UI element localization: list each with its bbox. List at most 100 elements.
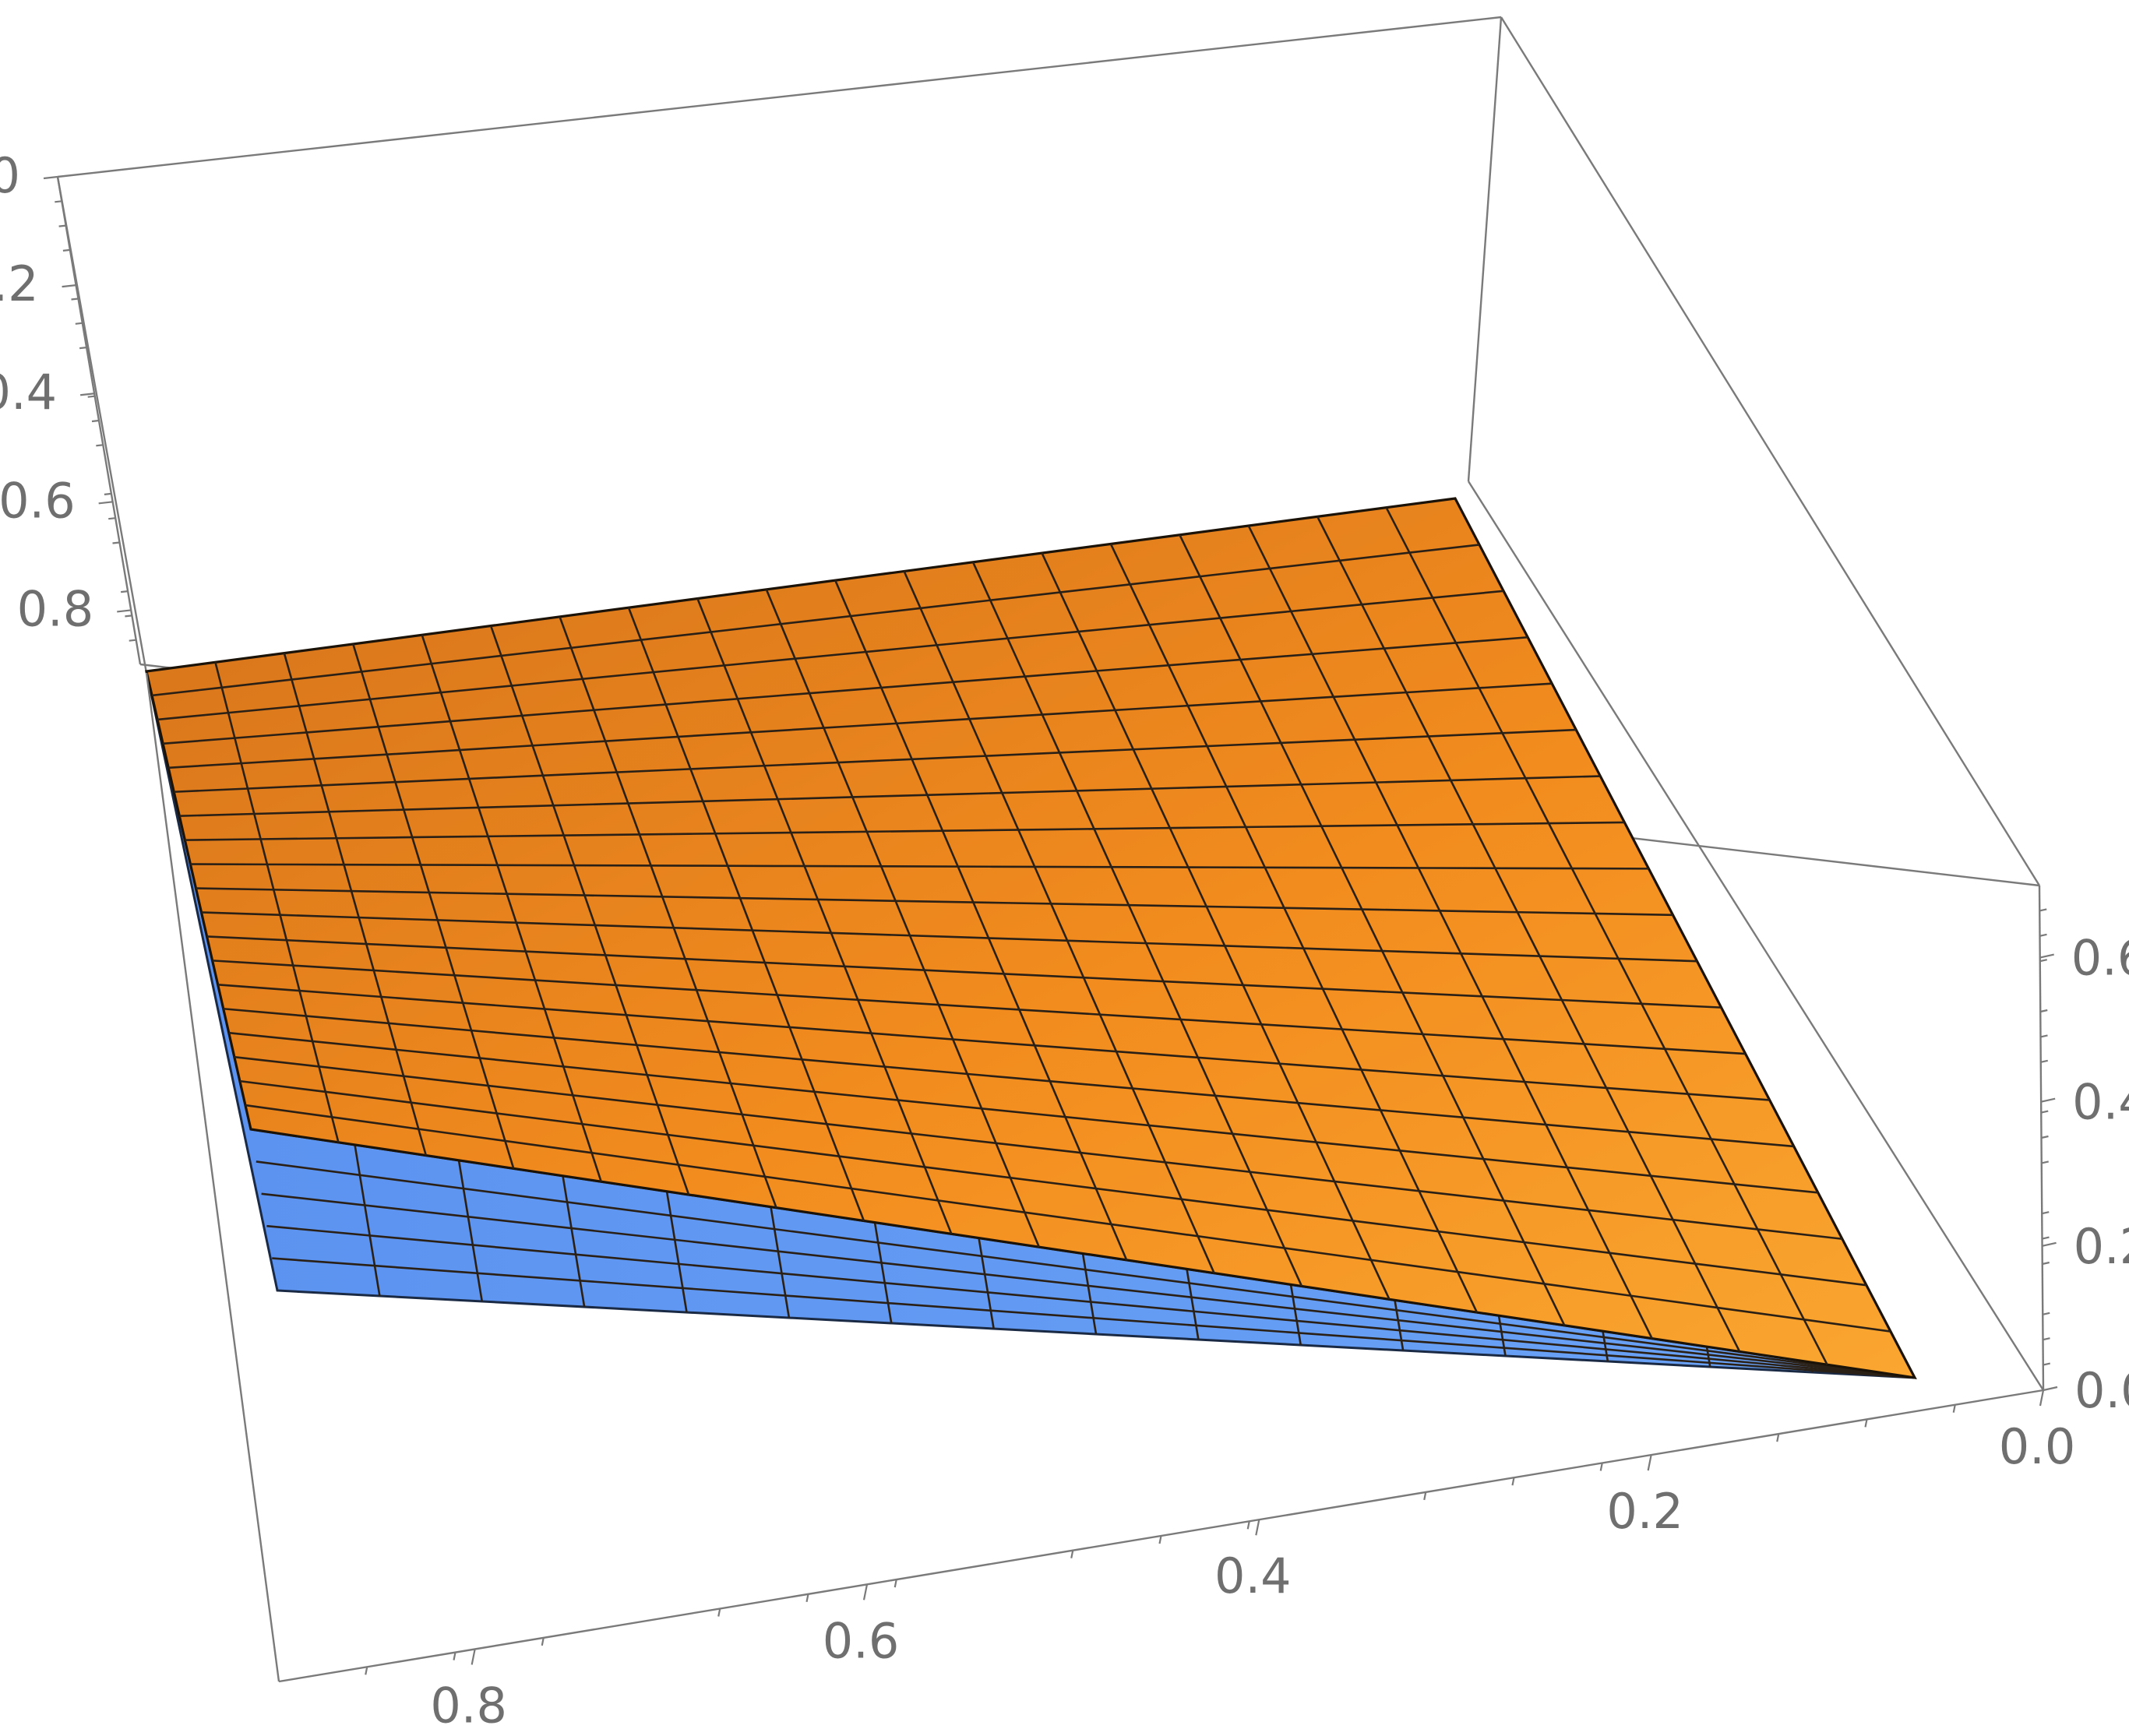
z-tick — [2040, 1097, 2056, 1103]
box-edge — [145, 672, 280, 1682]
orange-mesh-line — [245, 1104, 1891, 1333]
orange-mesh-line — [352, 643, 515, 1169]
orange-mesh-line — [214, 661, 340, 1143]
z-minor-tick — [2042, 1236, 2050, 1240]
y-axis: 0.0 0.2 0.4 0.6 0.8 — [0, 147, 136, 642]
y-minor-tick — [62, 248, 71, 252]
x-tick-label: 0.6 — [823, 1612, 900, 1669]
orange-mesh-line — [196, 887, 1673, 917]
orange-mesh-line — [212, 960, 1746, 1055]
y-tick — [98, 501, 113, 505]
blue-mesh-line — [272, 1257, 1916, 1379]
x-minor-tick — [1776, 1433, 1780, 1442]
y-minor-tick — [87, 395, 95, 398]
x-minor-tick — [1158, 1535, 1162, 1544]
z-minor-tick — [2043, 1362, 2050, 1366]
z-minor-tick — [2042, 1211, 2050, 1215]
z-tick — [2039, 953, 2054, 959]
y-minor-tick — [75, 322, 83, 325]
orange-mesh-line — [559, 616, 777, 1209]
y-tick-label: 0.2 — [0, 255, 39, 312]
x-tick — [1255, 1519, 1260, 1536]
y-minor-tick — [58, 224, 66, 227]
orange-mesh-line — [217, 984, 1770, 1101]
orange-mesh-line — [228, 1031, 1818, 1194]
y-minor-tick — [104, 492, 112, 495]
x-axis: 0.0 0.2 0.4 0.6 0.8 — [365, 1389, 2076, 1734]
blue-mesh-line — [1081, 1253, 1098, 1335]
x-tick — [1647, 1454, 1652, 1471]
x-minor-tick — [1511, 1477, 1515, 1486]
box-edge — [57, 16, 1502, 178]
z-axis-tick-marks — [2039, 908, 2058, 1392]
orange-mesh-line — [168, 682, 1553, 769]
orange-mesh-line — [627, 607, 865, 1221]
y-tick-label: 0.6 — [0, 472, 76, 529]
z-minor-tick — [2039, 933, 2047, 937]
orange-mesh-line — [206, 935, 1722, 1009]
x-minor-tick — [1864, 1419, 1868, 1428]
box-edge — [1467, 16, 1503, 482]
x-minor-tick — [1070, 1550, 1074, 1558]
orange-mesh-line — [239, 1079, 1867, 1287]
y-minor-tick — [108, 517, 116, 520]
z-minor-tick — [2043, 1312, 2050, 1315]
orange-mesh-line — [696, 598, 953, 1234]
orange-mesh-line — [834, 579, 1128, 1261]
box-edge — [1500, 16, 2041, 886]
orange-mesh-line — [223, 1007, 1794, 1148]
x-minor-tick — [1246, 1521, 1250, 1530]
y-minor-tick — [79, 347, 87, 350]
blue-mesh-line — [1186, 1269, 1200, 1340]
z-minor-tick — [2041, 1110, 2049, 1114]
z-minor-tick — [2040, 1009, 2048, 1013]
orange-mesh-line — [1041, 552, 1391, 1300]
blue-mesh-line — [1289, 1284, 1302, 1346]
x-tick — [2039, 1389, 2045, 1407]
orange-mesh-line — [283, 653, 428, 1156]
blue-mesh-line — [1394, 1300, 1405, 1351]
blue-mesh-line — [256, 1160, 1916, 1379]
x-minor-tick — [894, 1579, 897, 1588]
orange-mesh-line — [1316, 516, 1741, 1353]
orange-mesh-line — [151, 544, 1480, 697]
x-tick-label: 0.4 — [1214, 1548, 1292, 1604]
orange-mesh-line — [185, 821, 1625, 841]
x-tick — [471, 1649, 476, 1665]
blue-mesh-line — [770, 1206, 791, 1319]
y-tick-label: 0.8 — [17, 580, 94, 637]
z-tick-label: 0.6 — [2071, 930, 2129, 987]
z-tick-label: 0.4 — [2072, 1074, 2129, 1131]
orange-mesh-line — [1385, 507, 1828, 1365]
y-axis-tick-marks — [43, 175, 136, 642]
z-tick-label: 0.0 — [2074, 1362, 2129, 1419]
x-minor-tick — [717, 1608, 721, 1617]
orange-mesh-line — [163, 636, 1528, 745]
blue-mesh-line — [354, 1144, 381, 1297]
y-tick — [43, 175, 58, 180]
y-minor-tick — [129, 639, 136, 642]
z-minor-tick — [2039, 959, 2047, 963]
x-axis-tick-marks — [365, 1389, 2045, 1675]
z-minor-tick — [2040, 1034, 2048, 1038]
y-tick — [79, 393, 95, 396]
x-minor-tick — [805, 1593, 809, 1603]
orange-mesh-line — [1247, 525, 1653, 1340]
x-tick-label: 0.0 — [1999, 1418, 2076, 1475]
orange-mesh-line — [1109, 543, 1479, 1313]
blue-mesh-line — [978, 1238, 995, 1329]
x-minor-tick — [453, 1652, 456, 1660]
x-tick-label: 0.8 — [430, 1677, 507, 1734]
x-tick — [862, 1584, 869, 1600]
z-axis: 0.0 0.2 0.4 0.6 — [2039, 908, 2129, 1419]
x-minor-tick — [541, 1637, 545, 1646]
blue-mesh-line — [261, 1192, 1916, 1379]
z-tick-label: 0.2 — [2074, 1218, 2129, 1275]
orange-mesh-line — [234, 1055, 1842, 1241]
orange-mesh-line — [157, 590, 1504, 721]
z-tick — [2042, 1241, 2057, 1247]
y-tick — [117, 609, 132, 613]
y-tick-label: 0.4 — [0, 364, 57, 421]
y-tick — [62, 284, 76, 288]
